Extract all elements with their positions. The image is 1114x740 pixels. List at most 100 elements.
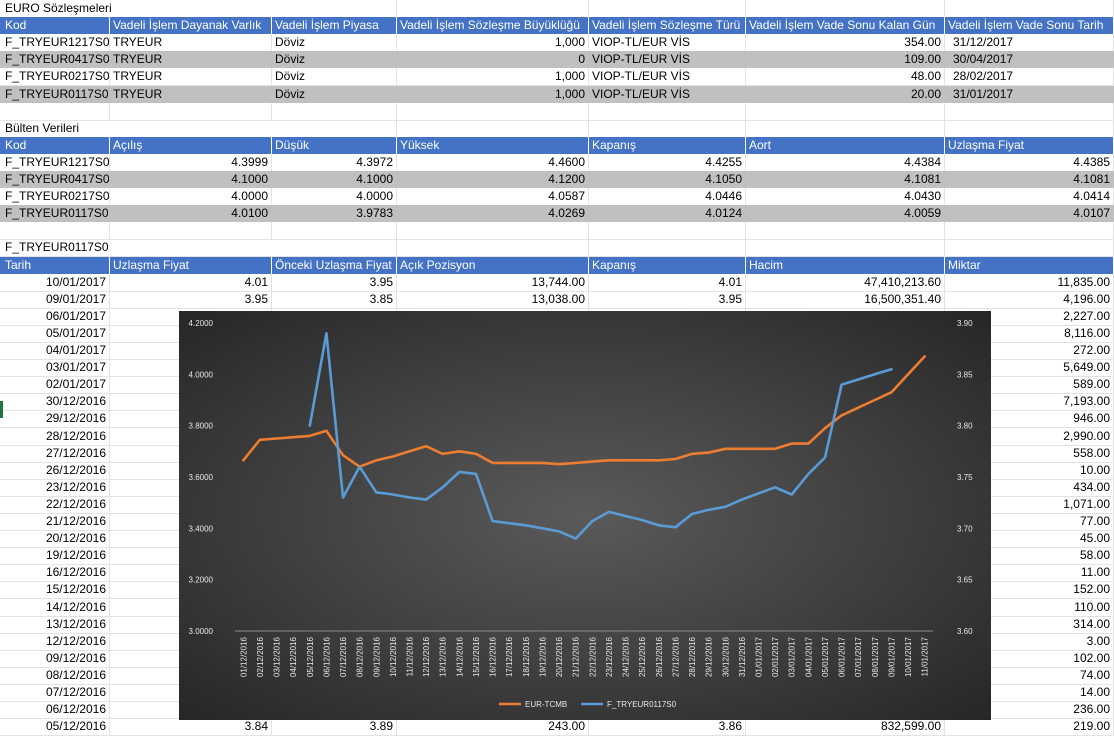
column-header[interactable]: Yüksek xyxy=(397,136,589,154)
table-cell[interactable]: 09/12/2016 xyxy=(2,649,110,667)
column-header[interactable]: Uzlaşma Fiyat xyxy=(110,256,272,274)
table-cell[interactable]: 1,000 xyxy=(397,85,589,103)
empty-cell[interactable] xyxy=(589,239,746,257)
table-cell[interactable]: VIOP-TL/EUR VİS xyxy=(589,68,746,86)
empty-cell[interactable] xyxy=(945,222,1114,240)
table-cell[interactable]: 16,500,351.40 xyxy=(746,290,945,308)
table-cell[interactable]: 27/12/2016 xyxy=(2,444,110,462)
column-header[interactable]: Düşük xyxy=(272,136,397,154)
table-cell[interactable]: F_TRYEUR0117S0 xyxy=(2,205,110,223)
table-cell[interactable]: 23/12/2016 xyxy=(2,478,110,496)
table-cell[interactable]: Döviz xyxy=(272,68,397,86)
column-header[interactable]: Tarih xyxy=(2,256,110,274)
table-cell[interactable]: 10/01/2017 xyxy=(2,273,110,291)
table-cell[interactable]: 3.9783 xyxy=(272,205,397,223)
table-cell[interactable]: 02/01/2017 xyxy=(2,376,110,394)
empty-cell[interactable] xyxy=(272,0,397,17)
table-cell[interactable]: 06/01/2017 xyxy=(2,307,110,325)
empty-cell[interactable] xyxy=(945,0,1114,17)
column-header[interactable]: Hacim xyxy=(746,256,945,274)
table-cell[interactable]: TRYEUR xyxy=(110,34,272,52)
empty-cell[interactable] xyxy=(746,0,945,17)
empty-cell[interactable] xyxy=(2,222,110,240)
table-cell[interactable]: 4.4255 xyxy=(589,153,746,171)
table-cell[interactable]: F_TRYEUR0217S0 xyxy=(2,188,110,206)
table-cell[interactable]: 3.85 xyxy=(272,290,397,308)
table-cell[interactable]: 4.0446 xyxy=(589,188,746,206)
table-cell[interactable]: 28/12/2016 xyxy=(2,427,110,445)
table-cell[interactable]: 47,410,213.60 xyxy=(746,273,945,291)
column-header[interactable]: Kapanış xyxy=(589,136,746,154)
column-header[interactable]: Kod xyxy=(2,17,110,35)
empty-cell[interactable] xyxy=(397,0,589,17)
table-cell[interactable]: 4.0430 xyxy=(746,188,945,206)
empty-cell[interactable] xyxy=(589,119,746,137)
table-cell[interactable]: 22/12/2016 xyxy=(2,495,110,513)
table-cell[interactable]: 1,000 xyxy=(397,68,589,86)
empty-cell[interactable] xyxy=(272,102,397,120)
empty-cell[interactable] xyxy=(2,102,110,120)
column-header[interactable]: Önceki Uzlaşma Fiyat xyxy=(272,256,397,274)
table-cell[interactable]: 4.0269 xyxy=(397,205,589,223)
table-cell[interactable]: 13,744.00 xyxy=(397,273,589,291)
table-cell[interactable]: 4.0587 xyxy=(397,188,589,206)
table-cell[interactable]: Döviz xyxy=(272,85,397,103)
table-cell[interactable]: 26/12/2016 xyxy=(2,461,110,479)
empty-cell[interactable] xyxy=(589,102,746,120)
empty-cell[interactable] xyxy=(397,119,589,137)
table-cell[interactable]: 11,835.00 xyxy=(945,273,1114,291)
empty-cell[interactable] xyxy=(110,222,272,240)
table-cell[interactable]: 08/12/2016 xyxy=(2,666,110,684)
table-cell[interactable]: 3.86 xyxy=(589,718,746,736)
table-cell[interactable]: 4.1200 xyxy=(397,171,589,188)
empty-cell[interactable] xyxy=(945,119,1114,137)
line-chart[interactable]: 4.2000 4.0000 3.8000 3.6000 3.4000 3.2000 3.00… xyxy=(179,311,991,720)
table-cell[interactable]: Döviz xyxy=(272,34,397,52)
column-header[interactable]: Uzlaşma Fiyat xyxy=(945,136,1114,154)
table-cell[interactable]: F_TRYEUR0417S0 xyxy=(2,171,110,188)
table-cell[interactable]: 3.84 xyxy=(110,718,272,736)
table-cell[interactable]: 4.01 xyxy=(589,273,746,291)
table-cell[interactable]: 16/12/2016 xyxy=(2,564,110,582)
table-cell[interactable]: 3.95 xyxy=(589,290,746,308)
table-cell[interactable]: 4.1000 xyxy=(110,171,272,188)
table-cell[interactable]: 243.00 xyxy=(397,718,589,736)
empty-cell[interactable] xyxy=(589,222,746,240)
column-header[interactable]: Kapanış xyxy=(589,256,746,274)
table-cell[interactable]: TRYEUR xyxy=(110,85,272,103)
table-cell[interactable]: 3.95 xyxy=(272,273,397,291)
table-cell[interactable]: VIOP-TL/EUR VİS xyxy=(589,85,746,103)
table-cell[interactable]: 05/01/2017 xyxy=(2,324,110,342)
table-cell[interactable]: VIOP-TL/EUR VİS xyxy=(589,51,746,69)
table-cell[interactable]: 4.4384 xyxy=(746,153,945,171)
table-cell[interactable]: F_TRYEUR1217S0 xyxy=(2,153,110,171)
section-title-euro[interactable]: EURO Sözleşmeleri xyxy=(5,1,112,15)
column-header[interactable]: Vadeli İşlem Sözleşme Türü xyxy=(589,17,746,35)
table-cell[interactable]: 3.95 xyxy=(110,290,272,308)
table-cell[interactable]: 4.0414 xyxy=(945,188,1114,206)
empty-cell[interactable] xyxy=(746,119,945,137)
table-cell[interactable]: 30/04/2017 xyxy=(945,51,1114,69)
table-cell[interactable]: 28/02/2017 xyxy=(945,68,1114,86)
table-cell[interactable]: 4.1081 xyxy=(945,171,1114,188)
table-cell[interactable]: 29/12/2016 xyxy=(2,410,110,428)
table-cell[interactable]: 4.1000 xyxy=(272,171,397,188)
column-header[interactable]: Açılış xyxy=(110,136,272,154)
table-cell[interactable]: 4.0124 xyxy=(589,205,746,223)
table-cell[interactable]: 4,196.00 xyxy=(945,290,1114,308)
table-cell[interactable]: Döviz xyxy=(272,51,397,69)
empty-cell[interactable] xyxy=(397,239,589,257)
table-cell[interactable]: 4.0100 xyxy=(110,205,272,223)
column-header[interactable]: Vadeli İşlem Dayanak Varlık xyxy=(110,17,272,35)
column-header[interactable]: Aort xyxy=(746,136,945,154)
table-cell[interactable]: F_TRYEUR1217S0 xyxy=(2,34,110,52)
table-cell[interactable]: 4.1081 xyxy=(746,171,945,188)
table-cell[interactable]: 19/12/2016 xyxy=(2,547,110,565)
table-cell[interactable]: 09/01/2017 xyxy=(2,290,110,308)
table-cell[interactable]: F_TRYEUR0117S0 xyxy=(2,85,110,103)
table-cell[interactable]: 3.89 xyxy=(272,718,397,736)
table-cell[interactable]: F_TRYEUR0217S0 xyxy=(2,68,110,86)
table-cell[interactable]: 04/01/2017 xyxy=(2,342,110,359)
table-cell[interactable]: 31/12/2017 xyxy=(945,34,1114,52)
empty-cell[interactable] xyxy=(272,222,397,240)
